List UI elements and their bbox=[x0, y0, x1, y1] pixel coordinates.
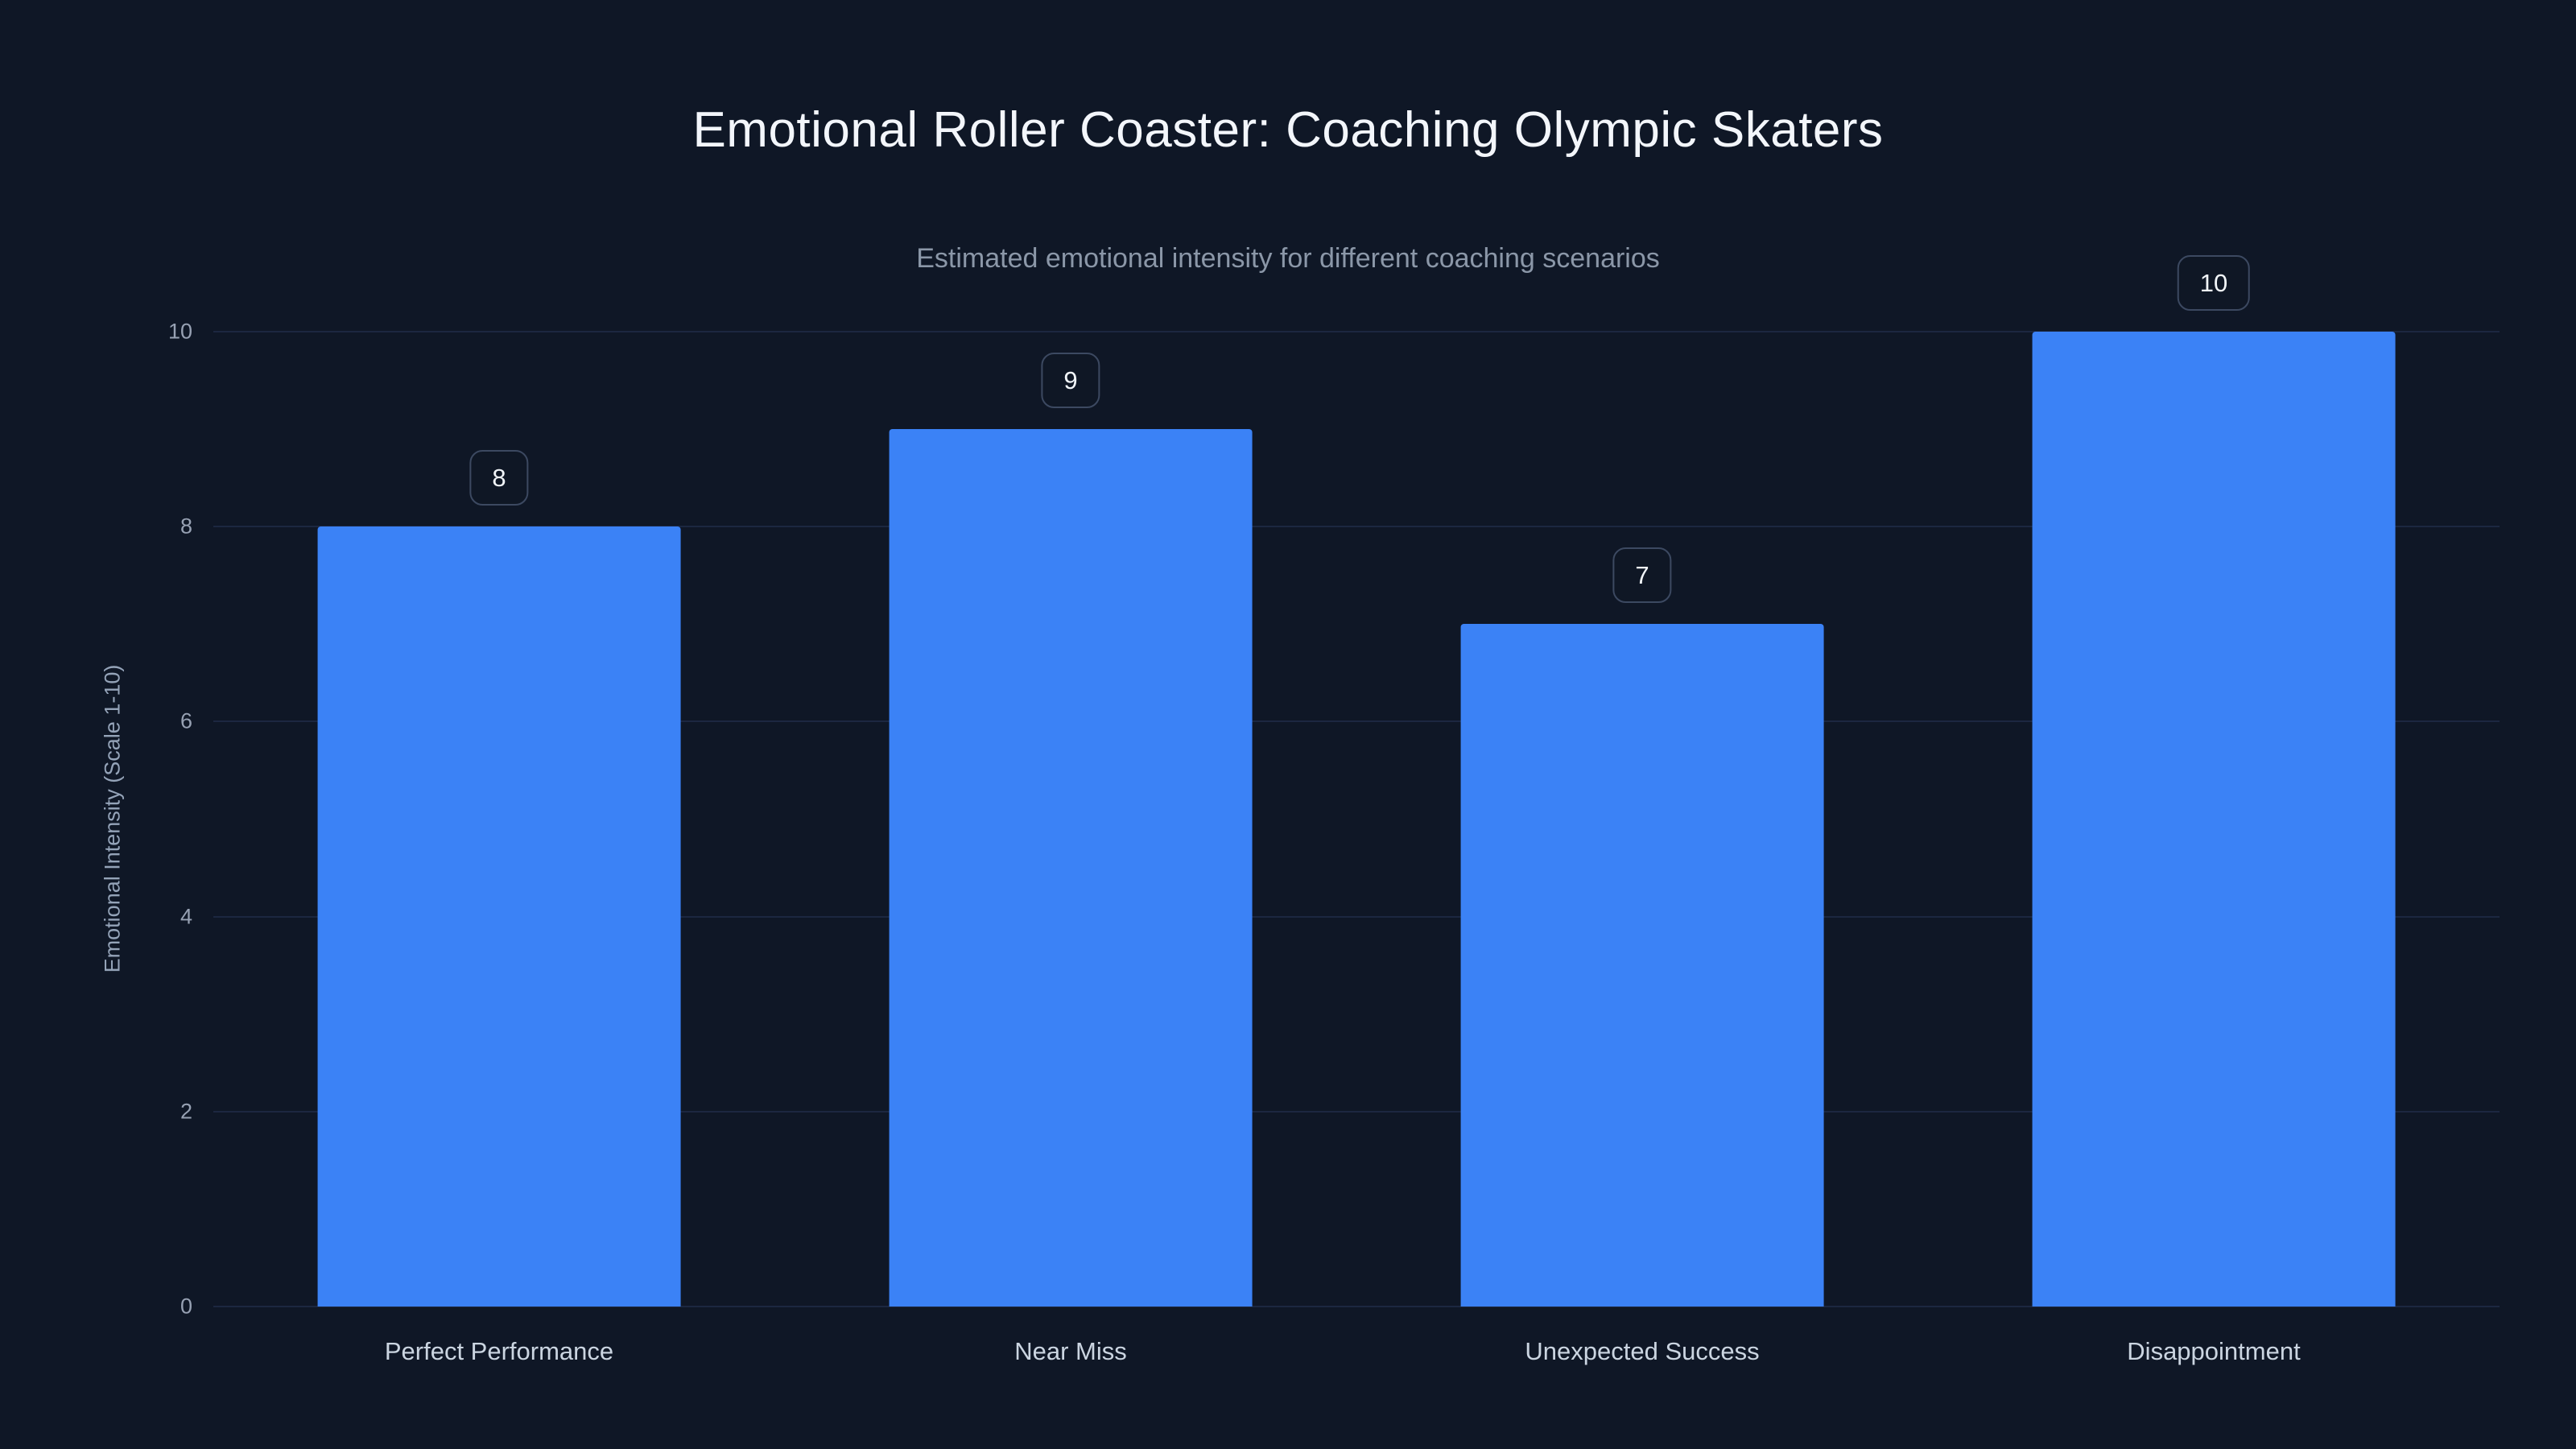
bar-slot: 9 Near Miss bbox=[785, 332, 1356, 1365]
value-label-badge: 8 bbox=[469, 450, 529, 506]
gridline bbox=[213, 1110, 2500, 1113]
y-axis-tick-label: 2 bbox=[180, 1099, 192, 1124]
plot-area: 0 2 4 6 8 10 8 Perfect Performance 9 Near Miss 7 Un… bbox=[168, 255, 2500, 1365]
y-axis-tick-label: 6 bbox=[180, 708, 192, 733]
value-label-badge: 10 bbox=[2177, 255, 2251, 311]
x-axis-category-label: Perfect Performance bbox=[384, 1337, 614, 1365]
value-label-badge: 7 bbox=[1612, 547, 1672, 604]
bar-perfect-performance bbox=[317, 526, 681, 1307]
bar-disappointment bbox=[2032, 332, 2396, 1307]
y-axis-tick-label: 0 bbox=[180, 1294, 192, 1319]
bar-slot: 10 Disappointment bbox=[1928, 255, 2500, 1365]
y-axis-tick-label: 8 bbox=[180, 514, 192, 539]
x-axis-category-label: Near Miss bbox=[1014, 1337, 1127, 1365]
bar-slot: 8 Perfect Performance bbox=[213, 332, 785, 1365]
x-axis-category-label: Disappointment bbox=[2127, 1337, 2301, 1365]
y-axis-title: Emotional Intensity (Scale 1-10) bbox=[100, 664, 125, 973]
chart-subtitle: Estimated emotional intensity for differ… bbox=[916, 243, 1660, 274]
gridline bbox=[213, 526, 2500, 528]
bar-slot: 7 Unexpected Success bbox=[1356, 332, 1928, 1365]
bar-unexpected-success bbox=[1460, 624, 1824, 1307]
value-label-badge: 9 bbox=[1041, 353, 1100, 409]
x-axis-category-label: Unexpected Success bbox=[1525, 1337, 1760, 1365]
gridline bbox=[213, 1306, 2500, 1307]
gridline bbox=[213, 720, 2500, 723]
y-axis-tick-label: 10 bbox=[167, 319, 192, 344]
y-axis-tick-label: 4 bbox=[180, 904, 192, 929]
bar-near-miss bbox=[889, 429, 1253, 1307]
gridline bbox=[213, 915, 2500, 918]
gridline bbox=[213, 331, 2500, 332]
chart-title: Emotional Roller Coaster: Coaching Olymp… bbox=[692, 102, 1884, 158]
